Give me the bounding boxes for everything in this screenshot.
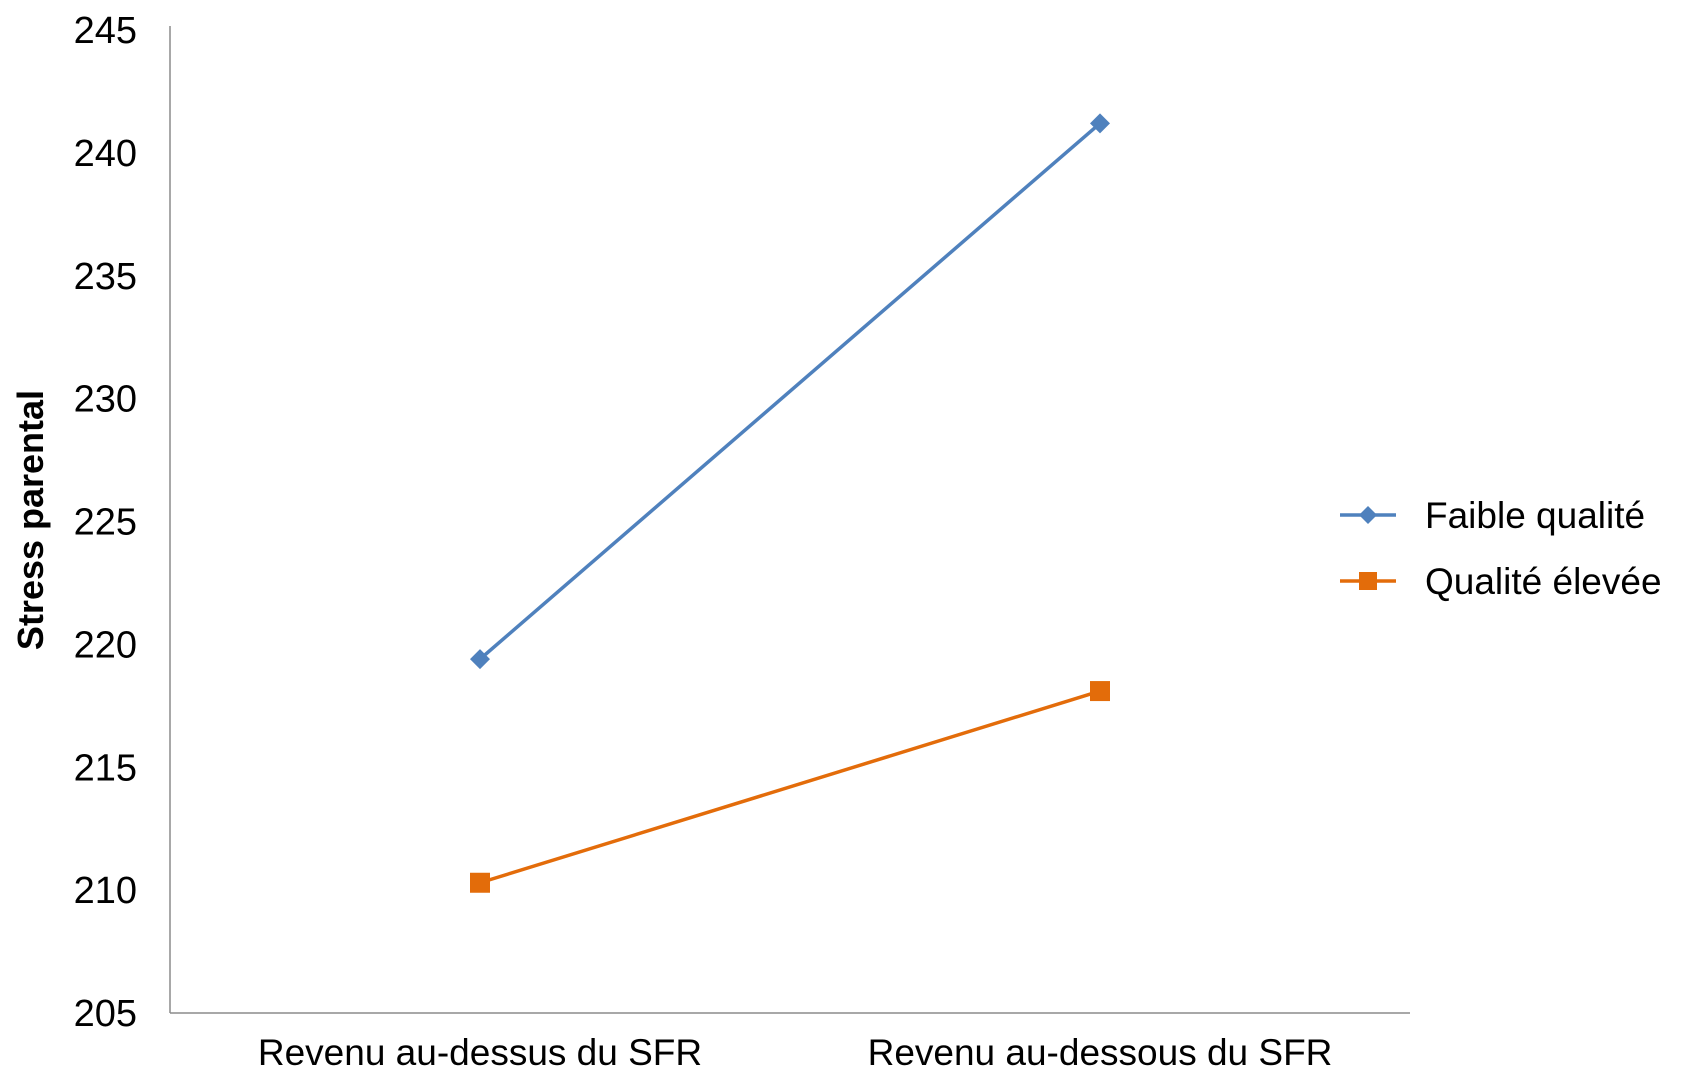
data-point [1090,113,1110,134]
legend-item: Faible qualité [1340,495,1645,536]
series-line [478,122,1102,661]
series-faible-qualite [470,113,1110,670]
y-tick-label: 245 [74,10,137,52]
legend-label: Qualité élevée [1425,561,1662,602]
data-point [1359,572,1377,590]
legend-label: Faible qualité [1425,495,1645,536]
legend-item: Qualité élevée [1340,561,1662,602]
y-tick-label: 215 [74,747,137,789]
data-point [470,872,490,893]
series-layer [470,113,1110,893]
y-tick-label: 240 [74,133,137,175]
y-tick-label: 210 [74,870,137,912]
legend: Faible qualité Qualité élevée [1340,495,1662,602]
y-tick-label: 230 [74,379,137,421]
y-tick-label: 220 [74,624,137,666]
y-tick-label: 205 [74,993,137,1035]
y-tick-label: 235 [74,256,137,298]
y-axis: 205 210 215 220 225 230 235 240 245 [74,10,171,1035]
x-tick-label: Revenu au-dessous du SFR [868,1032,1333,1066]
data-point [1090,681,1110,702]
x-tick-label: Revenu au-dessus du SFR [258,1032,702,1066]
series-line [479,689,1101,885]
data-point [1359,506,1377,524]
y-axis-title: Stress parental [10,390,51,650]
y-tick-label: 225 [74,502,137,544]
x-axis: Revenu au-dessus du SFR Revenu au-dessous… [170,1012,1410,1066]
data-point [470,649,490,670]
series-qualite-elevee [470,681,1110,893]
